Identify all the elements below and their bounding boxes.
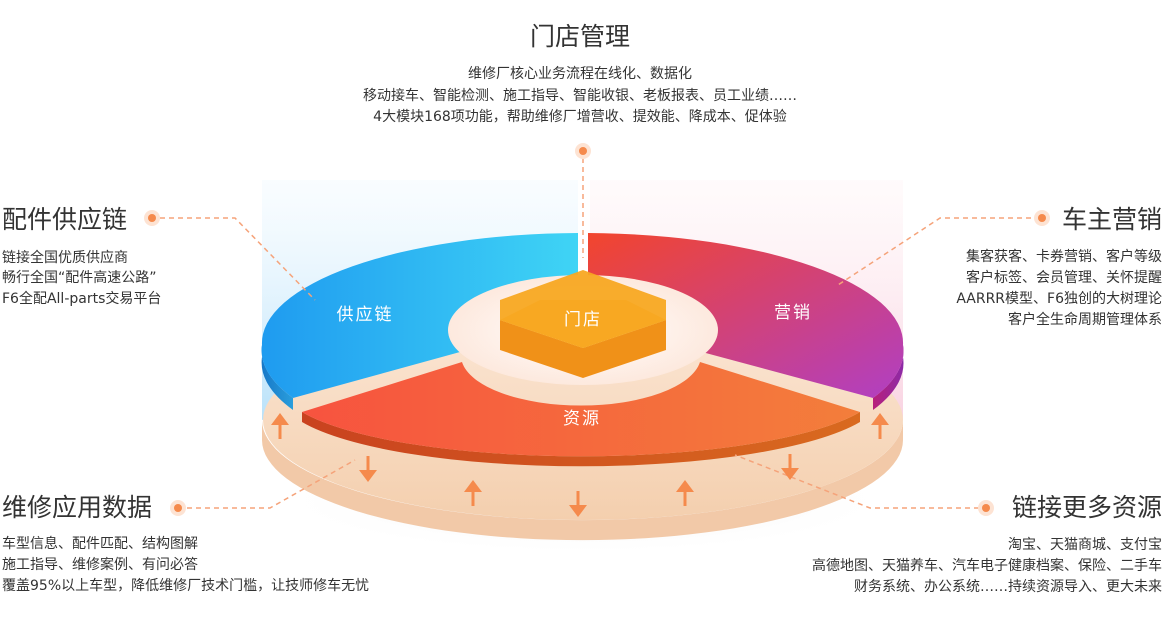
segment-label-supply: 供应链 bbox=[337, 305, 394, 325]
segment-label-marketing: 营销 bbox=[774, 303, 812, 323]
segment-label-resources: 资源 bbox=[563, 409, 601, 429]
segment-label-store: 门店 bbox=[564, 310, 602, 330]
